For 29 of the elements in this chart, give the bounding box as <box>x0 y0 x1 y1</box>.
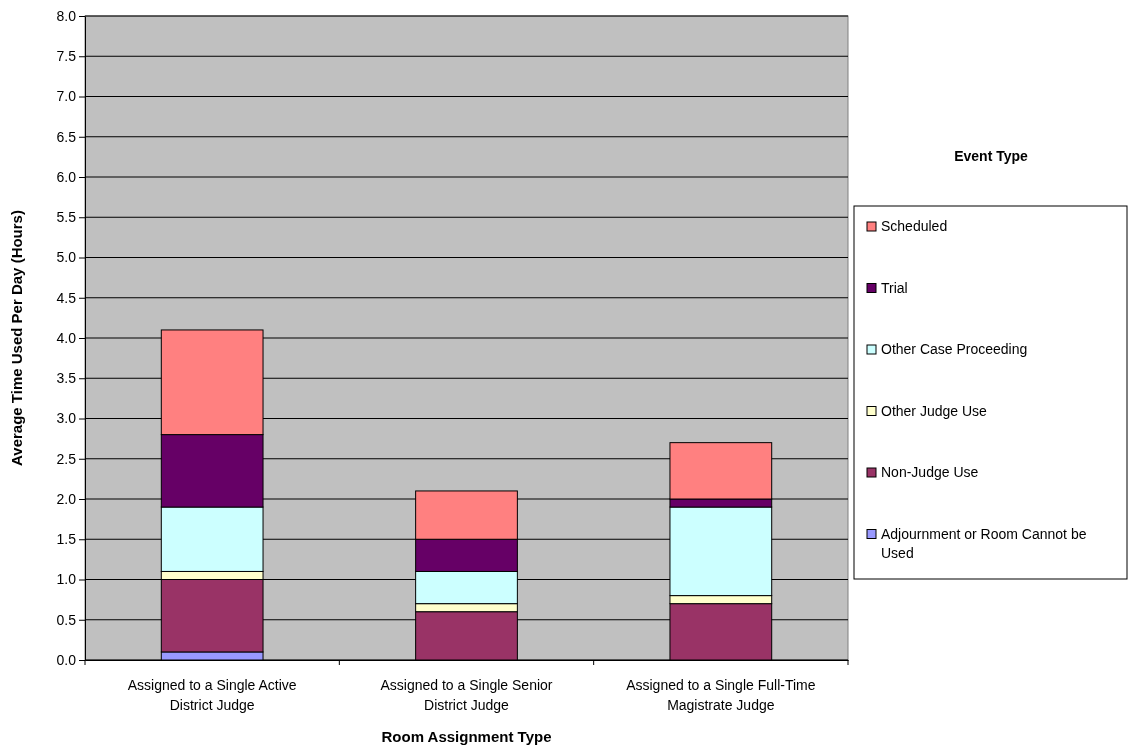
y-tick-label: 3.0 <box>56 410 77 427</box>
x-tick-label: Assigned to a Single Full-Time Magistrate Judge <box>626 677 816 713</box>
y-tick-label: 2.0 <box>56 490 77 507</box>
x-tick-label: Assigned to a Single Senior District Judge <box>380 677 553 713</box>
y-tick-label: 8.0 <box>56 7 77 24</box>
legend-label: Adjournment or Room Cannot be Used <box>881 525 1087 561</box>
legend-title: Event Type <box>954 148 1029 164</box>
legend-label: Other Case Proceeding <box>881 341 1028 357</box>
y-tick-label: 7.5 <box>56 48 77 65</box>
legend-label: Other Judge Use <box>881 402 988 419</box>
legend-label: Non-Judge Use <box>881 464 979 480</box>
legend-label: Scheduled <box>881 218 948 234</box>
y-tick-label: 0.0 <box>56 651 77 668</box>
y-tick-label: 1.0 <box>56 571 77 588</box>
y-tick-label: 6.0 <box>56 168 77 185</box>
y-axis-title: Average Time Used Per Day (Hours) <box>8 210 25 466</box>
x-tick-label: Assigned to a Single Active District Judge <box>127 677 297 713</box>
x-axis-title: Room Assignment Type <box>381 728 552 745</box>
y-tick-label: 6.5 <box>56 128 77 145</box>
legend-label: Trial <box>881 279 908 296</box>
y-tick-label: 1.5 <box>56 531 77 548</box>
y-tick-label: 0.5 <box>56 611 77 628</box>
y-tick-label: 5.0 <box>56 249 77 266</box>
y-tick-label: 4.0 <box>56 329 77 346</box>
y-tick-label: 2.5 <box>56 450 77 467</box>
y-tick-label: 7.0 <box>56 88 77 105</box>
y-tick-label: 4.5 <box>56 289 77 306</box>
y-tick-label: 3.5 <box>56 370 77 387</box>
y-tick-label: 5.5 <box>56 209 77 226</box>
